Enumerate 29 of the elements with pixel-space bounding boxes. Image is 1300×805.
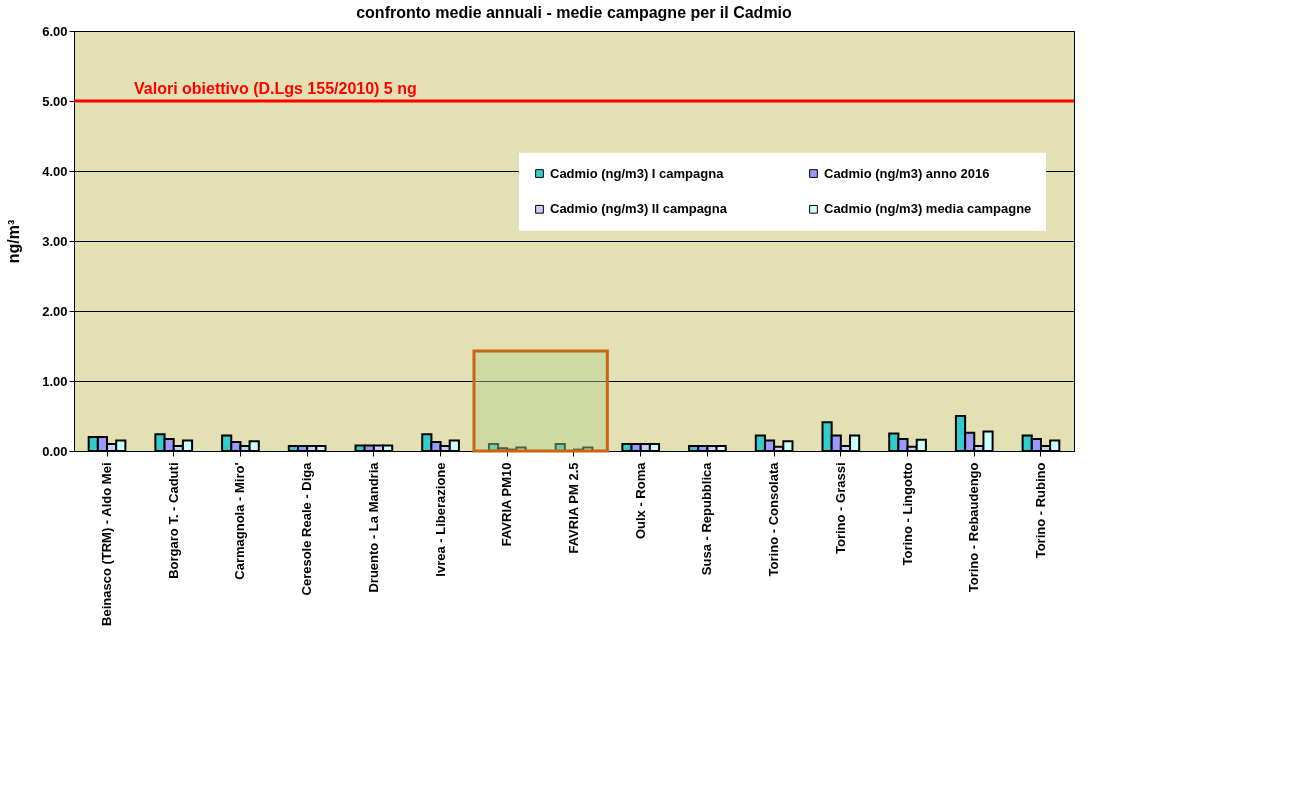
y-tick-label: 2.00 xyxy=(42,303,68,319)
x-tick-label: Torino - Rubino xyxy=(1032,462,1048,559)
x-tick-label: Torino - Lingotto xyxy=(899,462,915,566)
legend-label: Cadmio (ng/m3) media campagne xyxy=(824,201,1032,217)
x-tick-label: Borgaro T. - Caduti xyxy=(165,462,181,579)
x-tick-label: Oulx - Roma xyxy=(632,461,648,540)
x-tick-label: Beinasco (TRM) - Aldo Mei xyxy=(99,462,115,626)
y-tick-label: 3.00 xyxy=(42,233,68,249)
x-tick-label: Torino - Consolata xyxy=(766,461,782,577)
y-tick-label: 1.00 xyxy=(42,373,68,389)
x-tick-label: Ceresole Reale - Diga xyxy=(299,461,315,596)
y-tick-label: 4.00 xyxy=(42,163,68,179)
legend-label: Cadmio (ng/m3) II campagna xyxy=(550,201,728,217)
chart-title: confronto medie annuali - medie campagne per il Cadmio xyxy=(356,4,793,21)
x-tick-label: FAVRIA PM10 xyxy=(499,462,515,547)
x-tick-label: Torino - Grassi xyxy=(832,462,848,554)
x-tick-label: Carmagnola - Miro' xyxy=(232,462,248,580)
x-tick-label: Torino - Rebaudengo xyxy=(966,462,982,593)
ref-line-label: Valori obiettivo (D.Lgs 155/2010) 5 ng xyxy=(134,80,417,97)
y-tick-label: 5.00 xyxy=(42,93,68,109)
y-axis-title: ng/m³ xyxy=(5,219,23,264)
legend-label: Cadmio (ng/m3) I campagna xyxy=(550,165,725,181)
y-tick-label: 0.00 xyxy=(42,443,68,459)
y-tick-label: 6.00 xyxy=(42,23,68,39)
x-tick-label: Druento - La Mandria xyxy=(365,461,381,593)
x-tick-label: FAVRIA PM 2.5 xyxy=(566,462,581,554)
x-tick-label: Ivrea - Liberazione xyxy=(432,462,448,577)
legend-label: Cadmio (ng/m3) anno 2016 xyxy=(824,165,990,181)
x-tick-label: Susa - Repubblica xyxy=(699,461,715,576)
